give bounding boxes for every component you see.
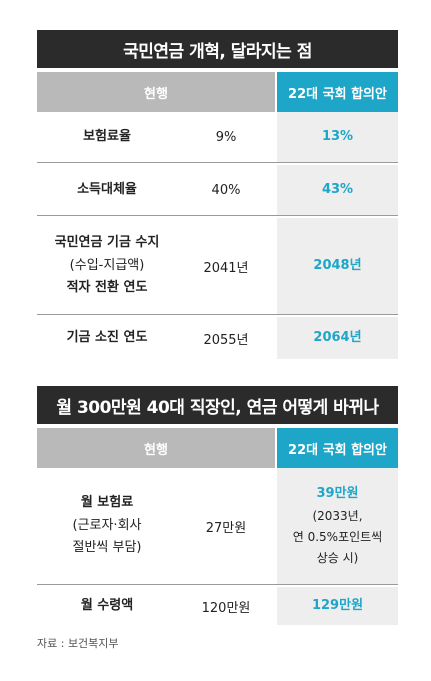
current-value: 40% (211, 182, 241, 198)
new-value-cell: 13% (277, 112, 398, 162)
new-value: 39만원 (316, 486, 359, 502)
new-value-note: 연 0.5%포인트씩 (292, 529, 383, 544)
row-label-line: 월 보험료 (80, 494, 134, 510)
divider (37, 314, 398, 315)
row-label-line: 적자 전환 연도 (66, 280, 148, 296)
current-value: 27만원 (205, 520, 247, 536)
table-row: 기금 소진 연도 2055년 2064년 (37, 317, 398, 359)
row-label-line: (수입-지급액) (69, 257, 145, 273)
row-label-text: 기금 소진 연도 (66, 329, 148, 345)
header-new: 22대 국회 합의안 (277, 428, 398, 468)
row-label: 소득대체율 (37, 165, 177, 215)
row-label: 기금 소진 연도 (37, 317, 177, 359)
pension-reform-table: 현행 22대 국회 합의안 보험료율 9% 13% 소득대체율 40% 43% … (37, 72, 398, 362)
current-value: 2041년 (203, 260, 249, 276)
divider (37, 162, 398, 163)
new-value-cell: 129만원 (277, 587, 398, 625)
new-value-cell: 43% (277, 165, 398, 215)
current-value: 2055년 (203, 332, 249, 348)
worker-pension-table: 현행 22대 국회 합의안 월 보험료 (근로자·회사 절반씩 부담) 27만원… (37, 428, 398, 628)
table-row: 월 보험료 (근로자·회사 절반씩 부담) 27만원 39만원 (2033년, … (37, 468, 398, 584)
row-label: 보험료율 (37, 112, 177, 162)
header-current: 현행 (37, 72, 275, 112)
row-label-line: 국민연금 기금 수지 (54, 234, 160, 250)
table-row: 보험료율 9% 13% (37, 112, 398, 162)
table-row: 소득대체율 40% 43% (37, 165, 398, 215)
header-current: 현행 (37, 428, 275, 468)
section1-title: 국민연금 개혁, 달라지는 점 (37, 30, 398, 68)
source-note: 자료 : 보건복지부 (37, 637, 119, 650)
new-value: 2064년 (313, 329, 362, 345)
table-row: 월 수령액 120만원 129만원 (37, 587, 398, 625)
header-new: 22대 국회 합의안 (277, 72, 398, 112)
new-value: 13% (321, 128, 354, 144)
new-value-note: (2033년, (312, 508, 363, 523)
table-header: 현행 22대 국회 합의안 (37, 428, 398, 468)
section2-title: 월 300만원 40대 직장인, 연금 어떻게 바뀌나 (37, 386, 398, 424)
new-value-cell: 39만원 (2033년, 연 0.5%포인트씩 상승 시) (277, 468, 398, 584)
row-label-text: 소득대체율 (77, 181, 137, 197)
row-label-text: 월 수령액 (80, 597, 134, 613)
divider (37, 215, 398, 216)
row-label: 국민연금 기금 수지 (수입-지급액) 적자 전환 연도 (37, 218, 177, 314)
new-value-cell: 2064년 (277, 317, 398, 359)
row-label-line: 절반씩 부담) (72, 540, 142, 556)
new-value-note: 상승 시) (316, 550, 359, 565)
divider (37, 584, 398, 585)
row-label-text: 보험료율 (83, 128, 131, 144)
row-label: 월 수령액 (37, 587, 177, 625)
current-value: 9% (215, 129, 237, 145)
new-value: 43% (321, 181, 354, 197)
current-value: 120만원 (201, 600, 251, 616)
table-row: 국민연금 기금 수지 (수입-지급액) 적자 전환 연도 2041년 2048년 (37, 218, 398, 314)
row-label-line: (근로자·회사 (72, 517, 142, 533)
table-header: 현행 22대 국회 합의안 (37, 72, 398, 112)
new-value: 2048년 (313, 257, 362, 273)
row-label: 월 보험료 (근로자·회사 절반씩 부담) (37, 468, 177, 584)
new-value: 129만원 (311, 597, 364, 613)
new-value-cell: 2048년 (277, 218, 398, 314)
